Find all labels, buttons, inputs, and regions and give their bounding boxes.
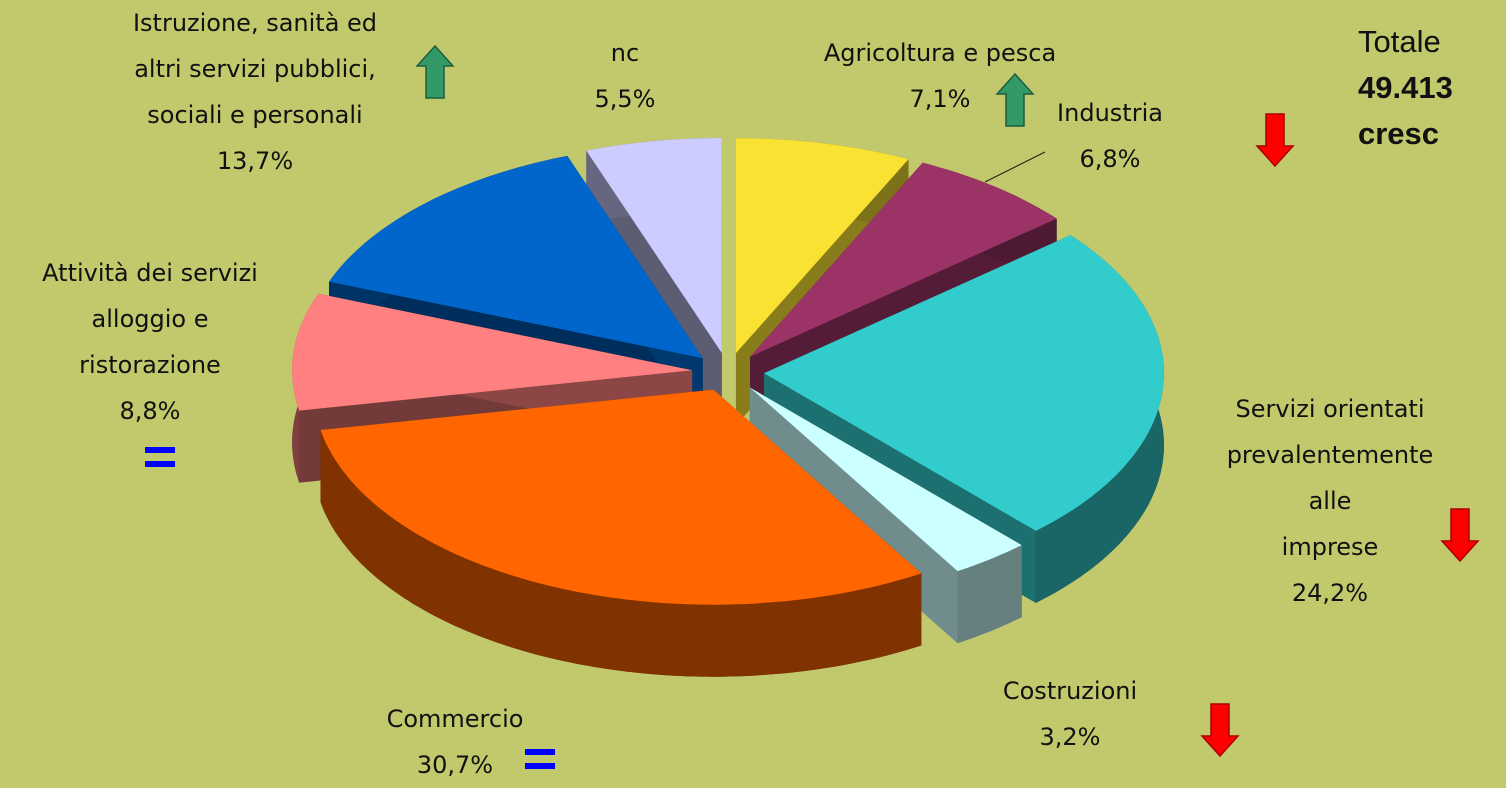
slice-label: Costruzioni 3,2% <box>1003 668 1137 760</box>
category-label: Agricoltura e pesca <box>823 39 1057 67</box>
trend-down <box>1255 113 1295 168</box>
value-label: 24,2% <box>1291 579 1369 607</box>
leader-line <box>984 151 1046 183</box>
annotation: Totale <box>1358 24 1441 59</box>
trend-up <box>415 44 455 99</box>
value-label: 13,7% <box>216 147 294 175</box>
slice-label: Agricoltura e pesca 7,1% <box>824 30 1056 122</box>
slice <box>329 155 703 359</box>
slice-label: nc 5,5% <box>595 30 656 122</box>
trend-equal <box>145 447 175 453</box>
category-label: Commercio <box>386 705 524 733</box>
slice-side <box>320 430 922 677</box>
category-label: nc <box>610 39 640 67</box>
value-label: 3,2% <box>1039 723 1101 751</box>
slice-label: Servizi orientati prevalentemente alle i… <box>1227 386 1434 616</box>
value-label: 30,7% <box>416 751 494 779</box>
value-label: 6,8% <box>1079 145 1141 173</box>
trend-equal <box>525 763 555 769</box>
value-label: 8,8% <box>119 397 181 425</box>
trend-equal <box>525 749 555 755</box>
slice-label: Istruzione, sanità ed altri servizi pubb… <box>133 0 377 184</box>
slice <box>735 138 909 354</box>
annotation: cresc <box>1358 116 1440 151</box>
slice-label: Commercio 30,7% <box>387 696 524 788</box>
slice <box>586 137 722 353</box>
category-label: Attività dei servizi alloggio e ristoraz… <box>42 259 258 379</box>
slice-group <box>320 389 922 677</box>
trend-up <box>995 72 1035 127</box>
slice <box>763 235 1164 531</box>
slice <box>749 387 1022 572</box>
category-label: Servizi orientati prevalentemente alle i… <box>1226 395 1434 561</box>
value-label: 5,5% <box>594 85 656 113</box>
slice-label: Industria 6,8% <box>1057 90 1163 182</box>
slice <box>750 162 1057 357</box>
trend-down <box>1440 508 1480 563</box>
value-label: 7,1% <box>909 85 971 113</box>
trend-down <box>1200 703 1240 758</box>
slice-label: Attività dei servizi alloggio e ristoraz… <box>42 250 258 434</box>
category-label: Istruzione, sanità ed altri servizi pubb… <box>132 9 378 129</box>
category-label: Costruzioni <box>1002 677 1138 705</box>
slice <box>292 293 693 411</box>
category-label: Industria <box>1057 99 1163 127</box>
annotation: 49.413 <box>1358 70 1453 105</box>
trend-equal <box>145 461 175 467</box>
slice-side <box>957 545 1022 644</box>
slice <box>320 389 922 605</box>
